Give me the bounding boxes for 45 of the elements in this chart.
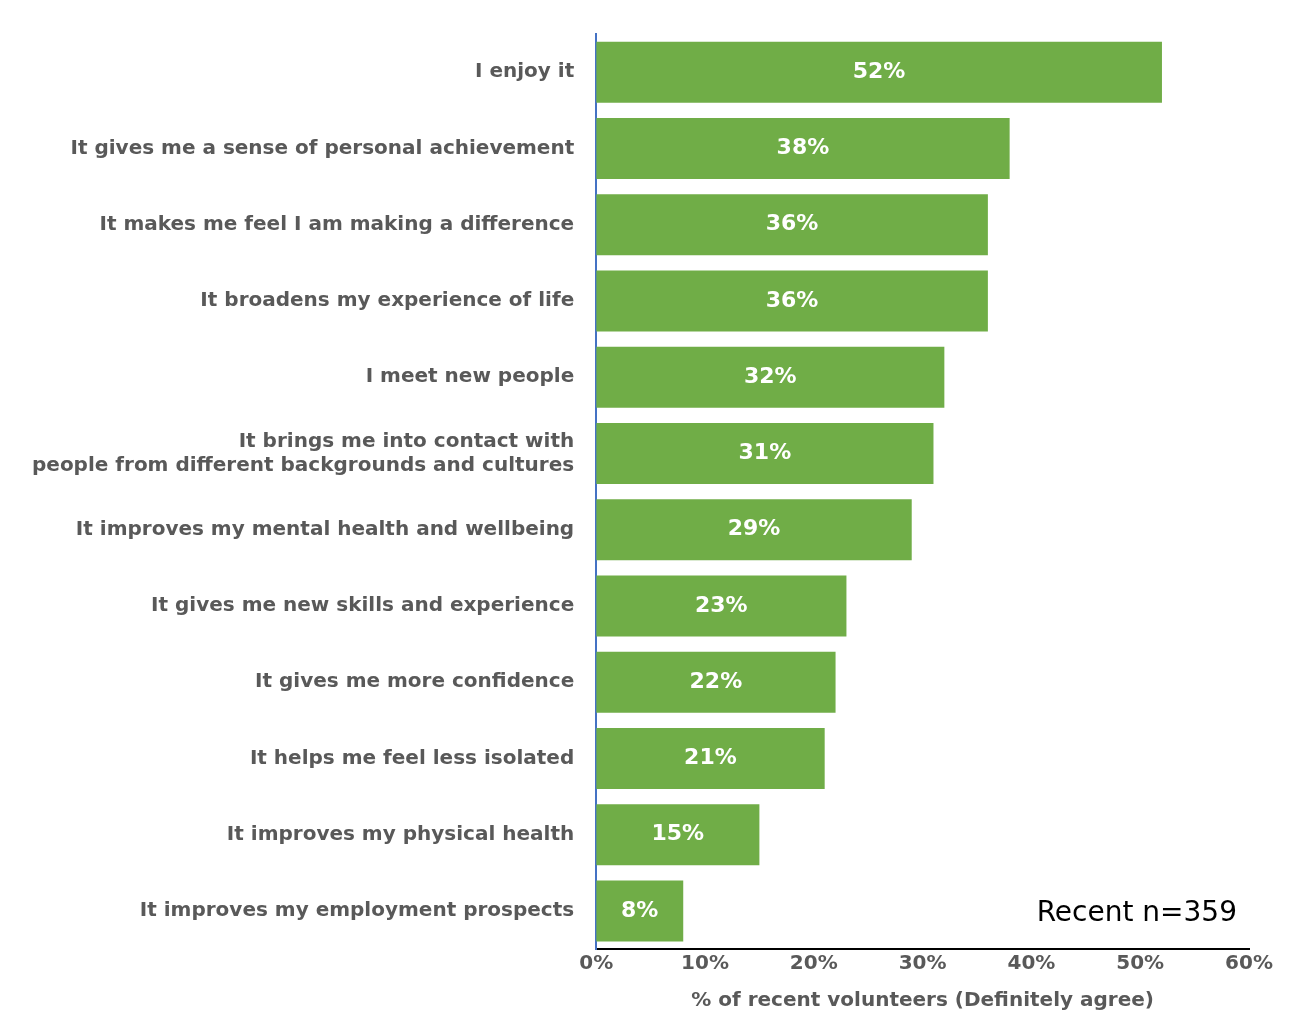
bar	[596, 651, 836, 713]
x-tick-label: 20%	[789, 950, 838, 975]
data-label: 31%	[738, 439, 792, 465]
annotation: Recent n=359	[1036, 895, 1237, 928]
y-tick-label: It gives me more confidence	[255, 668, 575, 693]
x-tick-label: 0%	[579, 950, 614, 975]
x-tick-label: 50%	[1116, 950, 1165, 975]
data-label: 23%	[694, 591, 748, 617]
data-label: 22%	[689, 667, 743, 693]
x-tick-label: 40%	[1007, 950, 1056, 975]
data-label: 36%	[765, 210, 819, 236]
y-tick-label: It improves my employment prospects	[139, 897, 575, 922]
data-label: 52%	[852, 57, 906, 83]
y-tick-label: It makes me feel I am making a difference	[99, 210, 575, 235]
x-tick-label: 60%	[1225, 950, 1273, 975]
bar	[596, 804, 760, 866]
data-label: 21%	[684, 744, 737, 770]
bar	[596, 422, 934, 484]
bar	[596, 727, 825, 789]
bar	[596, 194, 988, 256]
y-tick-label: It helps me feel less isolated	[249, 744, 575, 769]
bar	[596, 41, 1162, 103]
y-tick-label: I meet new people	[365, 363, 575, 388]
y-tick-label: It gives me a sense of personal achievement	[70, 134, 575, 159]
y-tick-label: It improves my physical health	[226, 820, 575, 845]
data-label: 38%	[776, 134, 830, 160]
data-label: 32%	[743, 362, 797, 388]
bar	[596, 575, 847, 637]
bar	[596, 880, 684, 942]
data-label: 15%	[651, 820, 705, 846]
x-tick-label: 10%	[681, 950, 729, 975]
bar	[596, 499, 912, 561]
bar	[596, 117, 1010, 179]
data-label: 8%	[621, 896, 659, 922]
y-tick-label: It brings me into contact with people from different backgrounds and cultures	[31, 427, 575, 476]
y-tick-label: It improves my mental health and wellbeing	[75, 515, 575, 540]
data-label: 36%	[765, 286, 819, 312]
bar	[596, 346, 945, 408]
y-tick-label: I enjoy it	[474, 58, 575, 83]
y-tick-label: It gives me new skills and experience	[151, 592, 575, 617]
bar	[596, 270, 988, 332]
x-axis-title: % of recent volunteers (Definitely agree)	[691, 987, 1154, 1012]
data-label: 29%	[727, 515, 781, 541]
x-tick-label: 30%	[898, 950, 947, 975]
y-tick-label: It broadens my experience of life	[200, 287, 575, 312]
